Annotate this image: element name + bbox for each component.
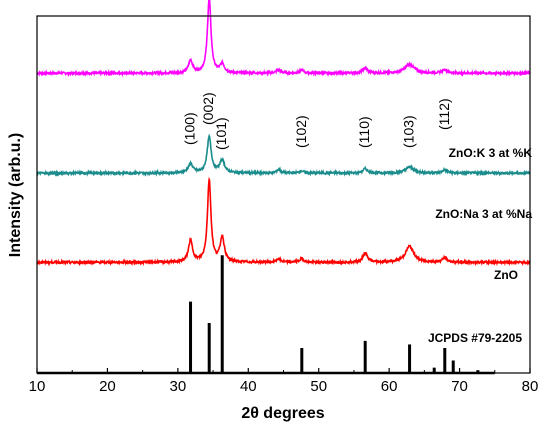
x-tick-label: 10 [29, 378, 46, 395]
x-axis-ticks: 10 20 30 40 50 60 70 80 [29, 368, 539, 395]
series-jcpds-79-2205 [37, 255, 495, 375]
peak-labels-group: (100)(002)(101) (102) (110) (103) (112) [182, 92, 452, 150]
trace-label: ZnO:K 3 at %K [449, 146, 533, 160]
x-tick-label: 30 [170, 378, 187, 395]
trace-label: ZnO [494, 268, 518, 282]
peak-label: (002) [200, 92, 216, 125]
x-tick-label: 80 [522, 378, 539, 395]
peak-label: (101) [213, 117, 229, 150]
x-axis-title: 2θ degrees [241, 405, 324, 422]
trace-labels-group: ZnO:K 3 at %K ZnO:Na 3 at %Na ZnO JCPDS #79… [428, 146, 532, 345]
x-tick-label: 40 [240, 378, 257, 395]
plot-frame [36, 15, 531, 374]
x-tick-label: 70 [451, 378, 468, 395]
trace-label: JCPDS #79-2205 [428, 331, 522, 345]
peak-label: (102) [293, 115, 309, 148]
trace-label: ZnO:Na 3 at %Na [435, 207, 532, 221]
peak-label: (100) [182, 112, 198, 145]
series-zno [36, 176, 531, 267]
peak-label: (112) [436, 98, 452, 130]
x-tick-label: 50 [310, 378, 327, 395]
peak-label: (110) [356, 116, 372, 148]
series-zno-k-3-at-k [36, 0, 531, 78]
x-tick-label: 20 [99, 378, 116, 395]
series-zno-na-3-at-na [36, 133, 531, 177]
traces-group [36, 0, 531, 375]
y-axis-title: Intensity (arb.u.) [7, 133, 24, 257]
peak-label: (103) [401, 115, 417, 148]
x-tick-label: 60 [381, 378, 398, 395]
